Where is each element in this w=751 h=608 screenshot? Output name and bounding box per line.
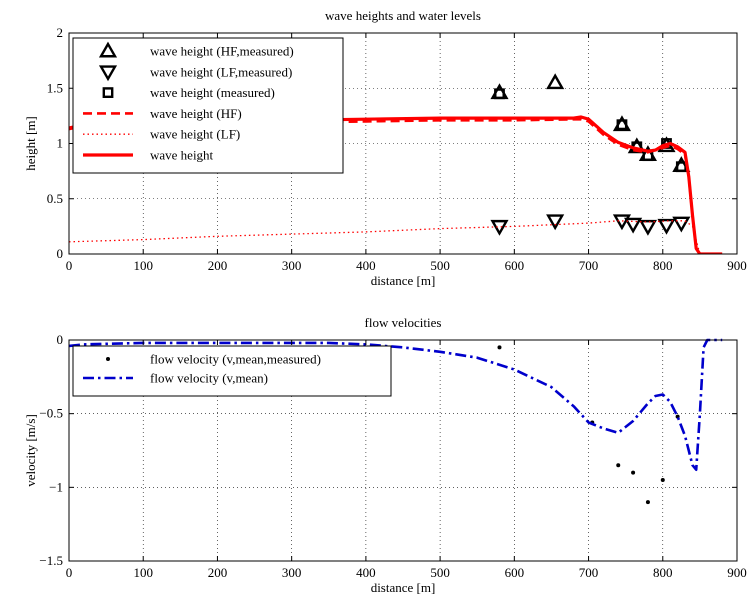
y-tick-label: 0 — [57, 332, 64, 347]
series-point-1 — [657, 218, 676, 235]
series-point-2 — [616, 119, 628, 131]
x-tick-label: 100 — [133, 565, 153, 580]
x-tick-label: 600 — [505, 258, 525, 273]
series-line-1 — [69, 338, 723, 471]
wave-heights-panel: 0 100 200 300 400 500 600 700 800 900 0 0.5 1 1.5 2 wav… — [23, 8, 747, 288]
series-point-1 — [546, 214, 565, 231]
x-tick-label: 500 — [430, 565, 450, 580]
legend-swatch-1 — [98, 65, 118, 82]
series-point-1 — [672, 216, 691, 233]
series-point-0 — [631, 470, 636, 475]
series-point-0 — [616, 463, 621, 468]
series-point-1 — [638, 219, 658, 236]
legend-label-1: flow velocity (v,mean) — [150, 371, 268, 386]
y-tick-label: 2 — [57, 25, 64, 40]
x-tick-label: 800 — [653, 258, 673, 273]
flow-velocities-panel: 0 100 200 300 400 500 600 700 800 900−1.5−1−0.50f… — [23, 315, 747, 595]
series-point-2 — [675, 161, 687, 173]
legend-label-1: wave height (LF,measured) — [150, 64, 292, 79]
y-tick-label: −1 — [49, 479, 63, 494]
legend-label-3: wave height (HF) — [150, 106, 242, 121]
legend-label-2: wave height (measured) — [150, 85, 275, 100]
series-point-0 — [645, 500, 650, 505]
legend: flow velocity (v,mean,measured) flow velo… — [72, 345, 392, 397]
x-axis-label: distance [m] — [371, 580, 436, 595]
x-tick-label: 200 — [208, 565, 228, 580]
x-axis-label: distance [m] — [371, 273, 436, 288]
x-tick-label: 600 — [505, 565, 525, 580]
x-tick-label: 0 — [66, 565, 73, 580]
y-axis-label: velocity [m/s] — [23, 414, 38, 487]
legend-swatch-0 — [98, 41, 118, 58]
legend-label-0: flow velocity (v,mean,measured) — [150, 352, 321, 367]
y-tick-label: 0.5 — [47, 191, 63, 206]
legend: wave height (HF,measured) wave height (LF… — [72, 37, 344, 174]
legend-label-5: wave height — [150, 148, 214, 163]
chart-title: flow velocities — [365, 315, 442, 330]
x-tick-label: 500 — [430, 258, 450, 273]
series-point-0 — [497, 345, 502, 350]
y-tick-label: 1 — [57, 136, 64, 151]
x-tick-label: 400 — [356, 565, 376, 580]
series-point-1 — [624, 217, 643, 234]
series-point-1 — [612, 214, 632, 231]
x-tick-label: 700 — [579, 565, 599, 580]
x-tick-label: 800 — [653, 565, 673, 580]
x-tick-label: 900 — [727, 258, 747, 273]
x-tick-label: 400 — [356, 258, 376, 273]
y-tick-label: 0 — [57, 246, 64, 261]
y-tick-label: 1.5 — [47, 80, 63, 95]
series-point-2 — [494, 88, 505, 100]
x-tick-label: 700 — [579, 258, 599, 273]
chart-title: wave heights and water levels — [325, 8, 481, 23]
x-tick-label: 900 — [727, 565, 747, 580]
x-tick-label: 100 — [133, 258, 153, 273]
legend-label-0: wave height (HF,measured) — [150, 44, 294, 59]
series-point-0 — [546, 73, 565, 90]
y-axis-label: height [m] — [23, 116, 38, 171]
series-point-1 — [490, 219, 509, 236]
series-point-0 — [660, 477, 665, 482]
y-tick-label: −0.5 — [39, 406, 63, 421]
x-tick-label: 0 — [66, 258, 73, 273]
x-tick-label: 200 — [208, 258, 228, 273]
plot-area — [69, 338, 723, 505]
legend-swatch-0 — [106, 357, 110, 361]
legend-box — [72, 345, 392, 397]
axes-frame — [68, 339, 738, 562]
legend-swatch-2 — [102, 87, 114, 99]
legend-box — [72, 37, 344, 174]
y-tick-label: −1.5 — [39, 553, 63, 568]
x-tick-label: 300 — [282, 258, 302, 273]
x-tick-label: 300 — [282, 565, 302, 580]
legend-label-4: wave height (LF) — [150, 127, 240, 142]
